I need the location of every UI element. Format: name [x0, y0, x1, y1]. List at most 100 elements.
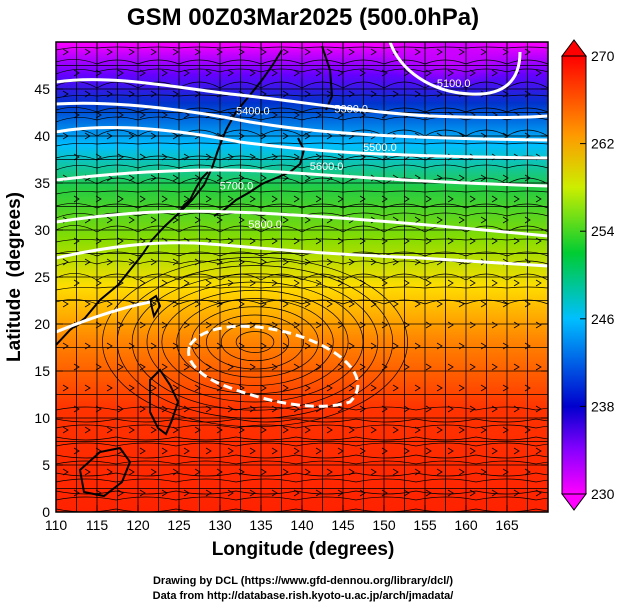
- streamline: [56, 190, 548, 195]
- wind-arrow-head: [524, 48, 531, 56]
- contour-5200: [56, 78, 548, 119]
- wind-arrow-head: [293, 237, 300, 245]
- streamline: [56, 454, 548, 459]
- wind-arrow-head: [469, 279, 476, 287]
- wind-arrow-head: [73, 279, 80, 287]
- wind-arrow-head: [271, 405, 278, 413]
- wind-arrow-head: [315, 237, 322, 245]
- wind-arrow-head: [95, 363, 102, 371]
- streamline: [56, 436, 548, 441]
- wind-arrow-head: [392, 300, 399, 308]
- wind-arrow-head: [150, 468, 157, 476]
- contour-labels: 5100.0 5300.0 5400.0 5500.0 5600.0 5700.0 5800…: [220, 78, 471, 231]
- wind-arrow-head: [326, 132, 333, 140]
- credit-data: Data from http://database.rish.kyoto-u.a…: [153, 590, 454, 602]
- wind-arrow-head: [216, 384, 223, 392]
- wind-arrow-head: [117, 489, 124, 497]
- wind-arrow-head: [84, 426, 91, 434]
- wind-arrow-head: [436, 90, 443, 98]
- wind-arrow-head: [326, 384, 333, 392]
- x-tick-label: 145: [331, 517, 355, 533]
- streamline: [56, 273, 548, 281]
- wind-arrow-head: [260, 132, 267, 140]
- wind-arrow-head: [194, 258, 201, 266]
- wind-arrow-head: [249, 195, 256, 203]
- contour-5500: [56, 168, 548, 188]
- wind-arrow-head: [139, 405, 146, 413]
- wind-arrow-head: [348, 384, 355, 392]
- wind-arrow-head: [326, 258, 333, 266]
- x-tick-label: 130: [208, 517, 232, 533]
- wind-arrow-head: [414, 426, 421, 434]
- wind-arrow-head: [282, 132, 289, 140]
- wind-arrow-head: [282, 48, 289, 56]
- wind-arrow-head: [359, 195, 366, 203]
- wind-arrow-head: [491, 489, 498, 497]
- wind-arrow-head: [359, 447, 366, 455]
- wind-arrow-head: [447, 321, 454, 329]
- wind-arrow-head: [216, 300, 223, 308]
- wind-arrow-head: [183, 363, 190, 371]
- wind-arrow-head: [535, 489, 542, 497]
- wind-arrow-head: [62, 48, 69, 56]
- wind-arrow-head: [205, 153, 212, 161]
- wind-arrow-head: [436, 342, 443, 350]
- wind-arrow-head: [315, 321, 322, 329]
- wind-arrow-head: [502, 300, 509, 308]
- streamline: [56, 164, 548, 171]
- wind-arrow-head: [216, 48, 223, 56]
- wind-arrow-head: [480, 174, 487, 182]
- wind-arrow-head: [491, 321, 498, 329]
- wind-arrow-head: [271, 321, 278, 329]
- wind-arrow-head: [161, 195, 168, 203]
- x-axis-label: Longitude (degrees): [212, 539, 395, 560]
- streamline-ring: [161, 289, 349, 395]
- wind-arrow-head: [480, 342, 487, 350]
- wind-arrow-head: [447, 195, 454, 203]
- wind-arrow-head: [128, 216, 135, 224]
- y-tick-label: 35: [34, 175, 50, 191]
- coastline-asia-mainland: [56, 49, 283, 346]
- streamline: [56, 238, 548, 243]
- wind-arrow-head: [403, 321, 410, 329]
- x-axis: 110 115 120 125 130 135 140 145 150 155 160 165: [45, 42, 519, 533]
- wind-arrow-head: [139, 363, 146, 371]
- wind-arrow-head: [161, 279, 168, 287]
- wind-arrow-head: [392, 468, 399, 476]
- colorbar-tick-label: 254: [591, 223, 615, 239]
- wind-arrow-head: [359, 279, 366, 287]
- wind-arrow-head: [348, 300, 355, 308]
- streamline: [56, 286, 548, 291]
- wind-arrow-head: [491, 69, 498, 77]
- wind-arrow-head: [403, 69, 410, 77]
- wind-arrow-head: [128, 174, 135, 182]
- wind-arrow-head: [139, 447, 146, 455]
- wind-arrow-head: [315, 489, 322, 497]
- wind-arrow-head: [249, 111, 256, 119]
- wind-arrow-head: [315, 153, 322, 161]
- wind-arrow-head: [513, 195, 520, 203]
- x-tick-label: 135: [249, 517, 273, 533]
- wind-arrow-head: [304, 216, 311, 224]
- wind-arrow-head: [95, 279, 102, 287]
- contour-5800: [56, 300, 151, 334]
- wind-arrow-head: [227, 195, 234, 203]
- wind-arrow-head: [480, 48, 487, 56]
- credit-drawing: Drawing by DCL (https://www.gfd-dennou.o…: [153, 575, 453, 587]
- wind-arrow-head: [227, 363, 234, 371]
- wind-arrow-head: [381, 195, 388, 203]
- wind-arrow-head: [205, 405, 212, 413]
- wind-arrow-head: [161, 153, 168, 161]
- wind-arrow-head: [304, 468, 311, 476]
- y-tick-label: 5: [42, 457, 50, 473]
- wind-arrow-head: [425, 405, 432, 413]
- wind-arrow-head: [139, 69, 146, 77]
- wind-arrow-head: [260, 384, 267, 392]
- wind-arrow-head: [513, 447, 520, 455]
- wind-arrow-head: [260, 468, 267, 476]
- wind-arrow-head: [282, 384, 289, 392]
- wind-arrow-head: [480, 216, 487, 224]
- wind-arrow-head: [84, 342, 91, 350]
- wind-arrow-head: [216, 342, 223, 350]
- wind-arrow-head: [73, 405, 80, 413]
